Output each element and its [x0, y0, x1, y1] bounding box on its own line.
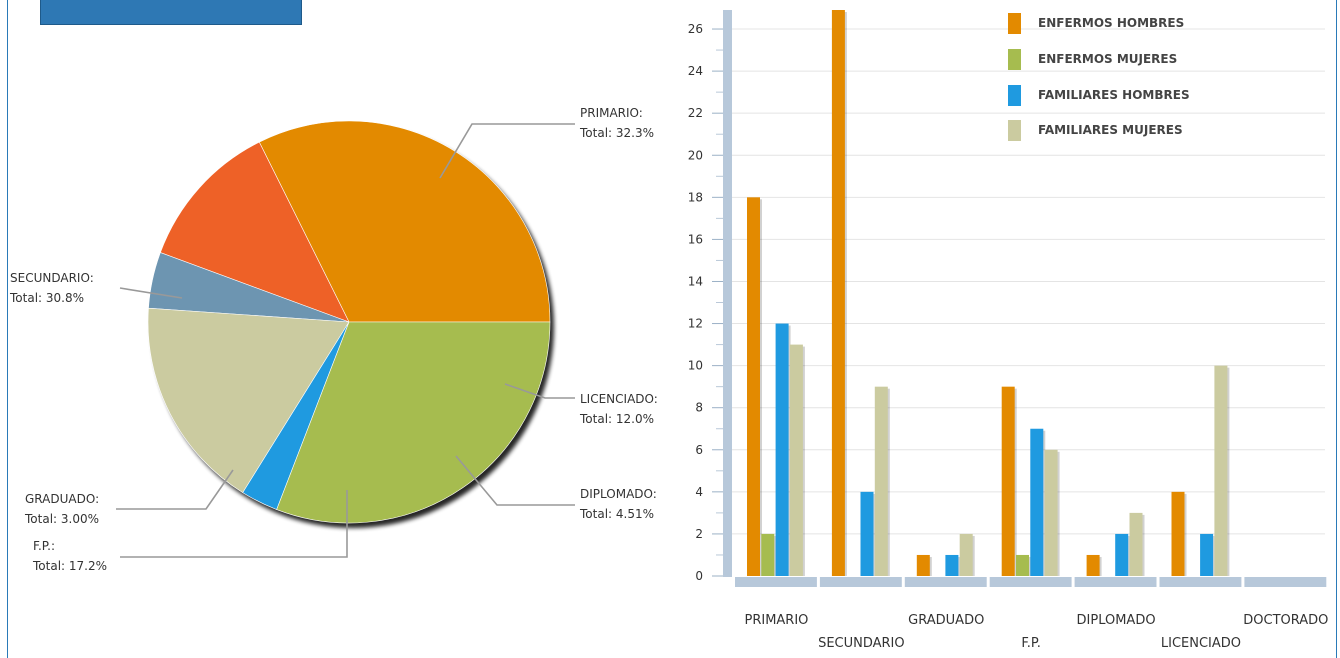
pie-slice-licenciado[interactable] — [159, 141, 350, 323]
pie-label-secundario: SECUNDARIO: — [10, 271, 94, 285]
y-tick-label: 22 — [688, 106, 703, 120]
bar-enfermos-hombres-f-p[interactable] — [1001, 386, 1015, 576]
pie-leader-primario — [439, 123, 575, 179]
x-category-label-graduado: GRADUADO — [908, 613, 984, 628]
y-tick-label: 26 — [688, 22, 703, 36]
pie-label-f-p: F.P.: — [33, 539, 55, 553]
legend-label-enfermos-mujeres[interactable]: ENFERMOS MUJERES — [1038, 52, 1177, 66]
x-category-label-f-p: F.P. — [1021, 636, 1040, 651]
x-category-band — [1074, 577, 1157, 587]
left-frame-border — [7, 0, 8, 658]
x-category-band — [1159, 577, 1242, 587]
legend-swatch-enfermos-hombres[interactable] — [1008, 13, 1021, 34]
pie-label-primario: PRIMARIO: — [580, 106, 643, 120]
pie-label-graduado: GRADUADO: — [25, 492, 99, 506]
pie-total-graduado: Total: 3.00% — [24, 512, 99, 526]
bar-enfermos-mujeres-f-p[interactable] — [1016, 554, 1029, 576]
legend-swatch-familiares-mujeres[interactable] — [1008, 120, 1021, 141]
pie-slice-secundario[interactable] — [276, 321, 551, 524]
bar-enfermos-hombres-diplomado[interactable] — [1086, 554, 1100, 576]
bar-familiares-hombres-primario[interactable] — [775, 323, 789, 576]
bar-enfermos-mujeres-primario[interactable] — [761, 533, 775, 576]
bar-enfermos-hombres-licenciado[interactable] — [1171, 491, 1185, 576]
pie-leader-licenciado — [504, 383, 575, 399]
x-category-label-doctorado: DOCTORADO — [1243, 613, 1328, 628]
x-category-label-licenciado: LICENCIADO — [1161, 636, 1241, 651]
pie-total-secundario: Total: 30.8% — [9, 291, 84, 305]
bar-familiares-mujeres-diplomado[interactable] — [1129, 512, 1143, 576]
x-category-band — [735, 577, 817, 587]
pie-slice-primario[interactable] — [258, 120, 551, 323]
pie-label-licenciado: LICENCIADO: — [580, 392, 658, 406]
bar-familiares-mujeres-graduado[interactable] — [959, 533, 973, 576]
bar-familiares-hombres-secundario[interactable] — [860, 491, 874, 576]
legend-swatch-familiares-hombres[interactable] — [1008, 85, 1021, 106]
x-category-band — [1244, 577, 1327, 587]
bar-familiares-mujeres-secundario[interactable] — [874, 386, 888, 576]
pie-leader-graduado — [116, 469, 234, 510]
pie-label-diplomado: DIPLOMADO: — [580, 487, 657, 501]
legend-label-enfermos-hombres[interactable]: ENFERMOS HOMBRES — [1038, 16, 1184, 30]
pie-leader-secundario — [119, 287, 183, 299]
bar-familiares-hombres-graduado[interactable] — [945, 554, 959, 576]
y-tick-label: 2 — [695, 527, 703, 541]
y-tick-label: 0 — [695, 569, 703, 583]
pie-total-licenciado: Total: 12.0% — [579, 412, 654, 426]
pie-leader-diplomado — [455, 455, 575, 506]
y-tick-label: 20 — [688, 148, 703, 162]
bar-familiares-hombres-f-p[interactable] — [1030, 428, 1044, 576]
y-tick-label: 10 — [688, 359, 703, 373]
header-tab[interactable] — [40, 0, 302, 25]
y-tick-label: 24 — [688, 64, 703, 78]
bar-familiares-hombres-licenciado[interactable] — [1200, 533, 1214, 576]
y-tick-label: 16 — [688, 232, 703, 246]
pie-leader-f-p — [120, 490, 348, 558]
x-category-band — [904, 577, 987, 587]
bar-familiares-mujeres-f-p[interactable] — [1044, 449, 1058, 576]
y-tick-label: 8 — [695, 401, 703, 415]
x-category-band — [989, 577, 1072, 587]
bar-familiares-mujeres-primario[interactable] — [789, 344, 803, 576]
y-axis-band — [723, 10, 732, 577]
right-frame-border — [1336, 0, 1337, 658]
x-category-label-secundario: SECUNDARIO — [818, 636, 905, 651]
y-tick-label: 18 — [688, 190, 703, 204]
x-category-label-primario: PRIMARIO — [744, 613, 808, 628]
x-category-label-diplomado: DIPLOMADO — [1077, 613, 1156, 628]
legend-label-familiares-hombres[interactable]: FAMILIARES HOMBRES — [1038, 88, 1190, 102]
y-tick-label: 4 — [695, 485, 703, 499]
bar-familiares-mujeres-licenciado[interactable] — [1214, 365, 1228, 576]
bar-enfermos-hombres-graduado[interactable] — [916, 554, 930, 576]
y-tick-label: 12 — [688, 317, 703, 331]
pie-total-primario: Total: 32.3% — [579, 126, 654, 140]
bar-familiares-hombres-diplomado[interactable] — [1115, 533, 1129, 576]
pie-total-f-p: Total: 17.2% — [32, 559, 107, 573]
x-category-band — [819, 577, 902, 587]
bar-enfermos-hombres-primario[interactable] — [747, 197, 760, 576]
bar-enfermos-hombres-secundario[interactable] — [831, 10, 845, 576]
y-tick-label: 6 — [695, 443, 703, 457]
legend-swatch-enfermos-mujeres[interactable] — [1008, 49, 1021, 70]
legend-label-familiares-mujeres[interactable]: FAMILIARES MUJERES — [1038, 123, 1183, 137]
pie-chart: PRIMARIO: Total: 32.3% LICENCIADO: Total: 1… — [9, 106, 658, 573]
y-tick-label: 14 — [688, 274, 703, 288]
pie-total-diplomado: Total: 4.51% — [579, 507, 654, 521]
